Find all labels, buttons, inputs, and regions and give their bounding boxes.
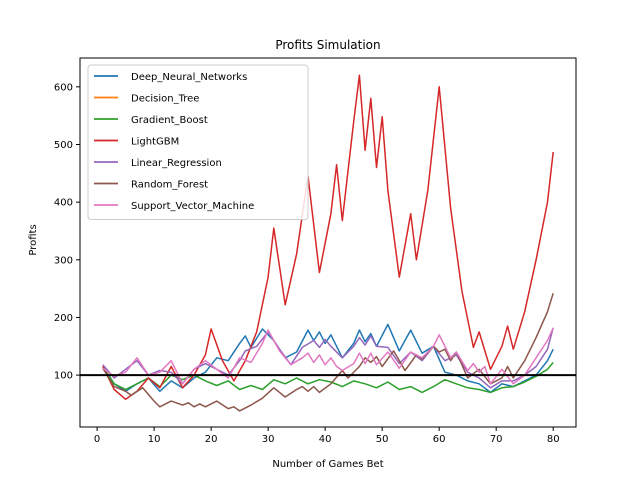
legend: Deep_Neural_Networks Decision_Tree Gradien…	[87, 64, 309, 220]
series-line-6	[102, 327, 554, 385]
y-axis: 100 200 300 400 500 600	[54, 82, 80, 382]
x-tick-label: 40	[319, 434, 332, 445]
plot-area	[79, 57, 577, 428]
y-tick-label: 400	[54, 198, 73, 209]
legend-label-1: Decision_Tree	[131, 94, 199, 105]
series-line-0	[102, 323, 554, 394]
y-tick-label: 200	[54, 313, 73, 324]
x-tick-label: 60	[433, 434, 446, 445]
y-tick-label: 100	[54, 371, 73, 382]
x-tick-label: 80	[547, 434, 560, 445]
x-axis-label: Number of Games Bet	[272, 459, 383, 470]
legend-label-2: Gradient_Boost	[131, 115, 208, 126]
legend-label-4: Linear_Regression	[131, 158, 222, 169]
y-tick-label: 500	[54, 140, 73, 151]
legend-label-3: LightGBM	[131, 137, 179, 148]
x-tick-label: 70	[490, 434, 503, 445]
legend-label-0: Deep_Neural_Networks	[131, 72, 247, 83]
y-tick-label: 600	[54, 82, 73, 93]
legend-box	[87, 64, 309, 220]
legend-label-6: Support_Vector_Machine	[131, 201, 254, 212]
y-axis-label: Profits	[28, 224, 39, 255]
legend-label-5: Random_Forest	[131, 180, 208, 191]
y-tick-label: 300	[54, 255, 73, 266]
x-tick-label: 20	[205, 434, 218, 445]
series-line-3	[102, 74, 554, 401]
x-tick-label: 0	[94, 434, 100, 445]
series-line-2	[102, 361, 554, 394]
x-tick-label: 30	[262, 434, 275, 445]
x-tick-label: 50	[376, 434, 389, 445]
chart-title: Profits Simulation	[275, 38, 380, 52]
x-tick-label: 10	[148, 434, 161, 445]
plot-frame	[79, 57, 577, 428]
x-axis: 0 10 20 30 40 50 60 70 80	[94, 427, 560, 445]
